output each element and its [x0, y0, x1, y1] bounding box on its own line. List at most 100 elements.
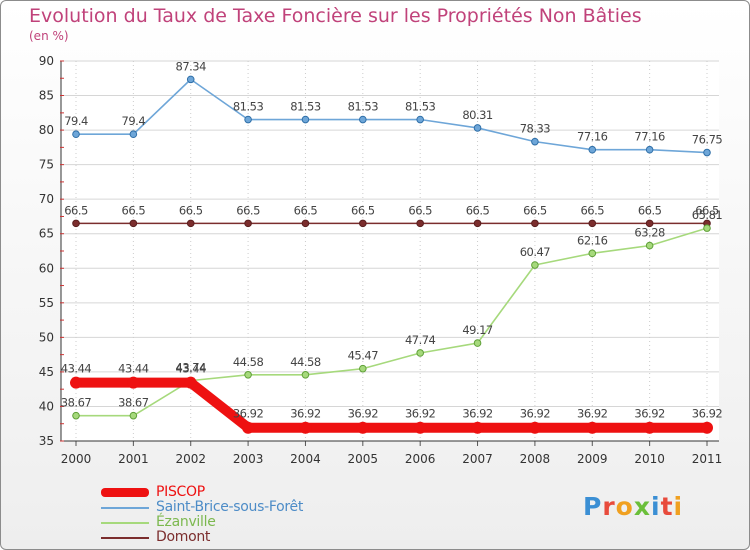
data-label-saint-brice-sous-foret: 81.53 [348, 100, 379, 114]
y-tick-label: 85 [39, 89, 54, 103]
x-tick-label: 2001 [118, 452, 149, 466]
x-tick-label: 2000 [61, 452, 92, 466]
brand-letter: r [602, 492, 616, 521]
x-tick-label: 2007 [462, 452, 493, 466]
data-label-ezanville: 44.58 [290, 355, 321, 369]
brand-letter: i [651, 492, 661, 521]
y-tick-label: 40 [39, 399, 54, 413]
data-point-saint-brice-sous-foret [244, 115, 252, 124]
data-label-domont: 66.5 [408, 203, 432, 217]
data-point-saint-brice-sous-foret [703, 148, 711, 157]
data-point-domont [244, 219, 252, 228]
y-tick-label: 50 [39, 330, 54, 344]
data-label-ezanville: 47.74 [405, 333, 436, 347]
x-tick-label: 2011 [692, 452, 723, 466]
data-label-ezanville: 60.47 [520, 245, 551, 259]
x-tick-label: 2005 [348, 452, 379, 466]
data-point-piscop [643, 421, 656, 434]
data-point-saint-brice-sous-foret [473, 124, 482, 132]
legend-swatch-saint-brice [101, 507, 149, 509]
data-label-saint-brice-sous-foret: 77.16 [577, 130, 608, 144]
data-label-ezanville: 43.74 [176, 361, 207, 375]
data-point-domont [301, 219, 310, 228]
data-point-ezanville [416, 349, 424, 357]
y-tick-label: 70 [39, 192, 54, 206]
x-tick-label: 2006 [405, 452, 436, 466]
data-label-domont: 66.5 [523, 203, 547, 217]
proxiti-logo: Proxiti [583, 492, 683, 521]
data-point-piscop [471, 421, 484, 434]
data-label-piscop: 36.92 [405, 407, 436, 421]
x-tick-label: 2003 [233, 452, 264, 466]
data-point-saint-brice-sous-foret [531, 137, 539, 146]
data-point-domont [531, 219, 539, 228]
data-label-saint-brice-sous-foret: 78.33 [520, 122, 551, 136]
data-point-ezanville [473, 339, 482, 347]
data-label-domont: 66.5 [695, 203, 719, 217]
data-point-ezanville [588, 249, 597, 258]
legend-swatch-piscop [101, 488, 149, 497]
data-point-piscop [299, 421, 312, 434]
y-tick-label: 45 [39, 365, 54, 379]
data-label-domont: 66.5 [294, 203, 318, 217]
data-point-domont [473, 219, 482, 228]
data-label-saint-brice-sous-foret: 81.53 [290, 100, 321, 114]
data-label-domont: 66.5 [179, 203, 203, 217]
data-point-piscop [586, 421, 599, 434]
data-point-saint-brice-sous-foret [72, 130, 80, 139]
data-point-piscop [414, 421, 427, 434]
data-label-domont: 66.5 [466, 203, 490, 217]
data-label-ezanville: 62.16 [577, 233, 608, 247]
data-point-ezanville [531, 261, 539, 269]
data-label-saint-brice-sous-foret: 81.53 [405, 100, 436, 114]
data-label-saint-brice-sous-foret: 77.16 [634, 130, 665, 144]
data-point-ezanville [645, 241, 654, 250]
data-point-piscop [701, 421, 713, 434]
data-point-piscop [127, 376, 140, 389]
data-point-saint-brice-sous-foret [359, 115, 367, 124]
x-tick-label: 2004 [290, 452, 321, 466]
brand-letter: x [633, 492, 651, 521]
data-label-ezanville: 45.47 [348, 349, 379, 363]
chart-title: Evolution du Taux de Taxe Foncière sur l… [29, 5, 642, 27]
brand-letter: t [660, 492, 674, 521]
data-label-piscop: 36.92 [233, 407, 264, 421]
data-point-saint-brice-sous-foret [301, 115, 310, 124]
data-label-piscop: 36.92 [348, 407, 379, 421]
data-point-saint-brice-sous-foret [129, 130, 138, 139]
data-point-domont [416, 219, 424, 228]
legend-label-ezanville: Ézanville [156, 514, 216, 530]
x-tick-label: 2008 [520, 452, 551, 466]
legend-label-saint-brice: Saint-Brice-sous-Forêt [156, 499, 304, 515]
data-point-domont [645, 219, 654, 228]
data-point-saint-brice-sous-foret [645, 145, 654, 154]
brand-letter: i [673, 492, 684, 521]
y-tick-label: 90 [39, 54, 54, 68]
y-tick-label: 55 [39, 296, 54, 310]
data-point-domont [186, 219, 195, 228]
x-tick-label: 2009 [577, 452, 608, 466]
data-label-piscop: 36.92 [634, 407, 665, 421]
legend-swatch-ezanville [101, 522, 149, 524]
data-label-domont: 66.5 [580, 203, 604, 217]
legend-label-domont: Domont [156, 529, 211, 545]
data-label-piscop: 36.92 [290, 407, 321, 421]
data-label-domont: 66.5 [351, 203, 375, 217]
x-tick-label: 2010 [634, 452, 665, 466]
data-point-ezanville [244, 371, 252, 379]
data-label-ezanville: 38.67 [61, 396, 92, 410]
data-label-piscop: 43.44 [176, 362, 207, 376]
series-line-saint-brice-sous-foret [75, 78, 708, 154]
data-label-piscop: 36.92 [462, 407, 493, 421]
brand-letter: o [615, 492, 634, 521]
data-point-domont [588, 219, 597, 228]
data-label-piscop: 36.92 [520, 407, 551, 421]
data-label-domont: 66.5 [236, 203, 260, 217]
data-label-piscop: 36.92 [692, 407, 723, 421]
y-tick-label: 75 [39, 158, 54, 172]
data-point-saint-brice-sous-foret [186, 75, 195, 84]
series-line-piscop [71, 377, 712, 433]
data-point-piscop [70, 376, 82, 389]
